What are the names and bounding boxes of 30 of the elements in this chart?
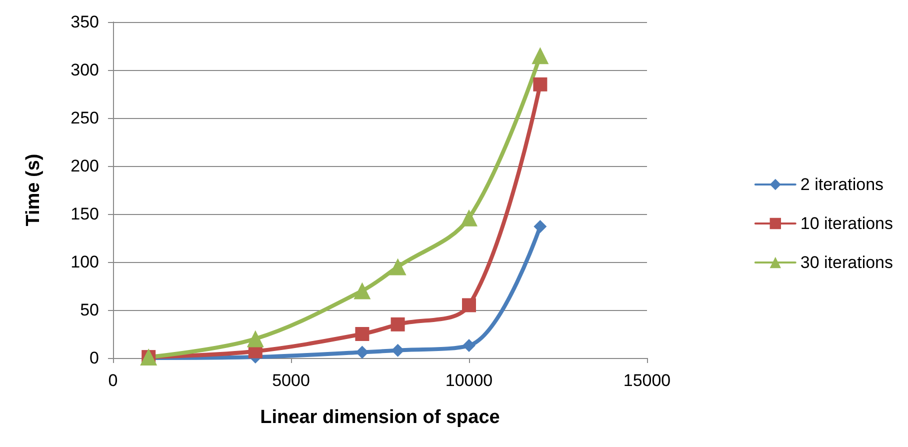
y-axis-title: Time (s) xyxy=(23,154,44,226)
y-tick-label: 150 xyxy=(70,204,99,224)
point xyxy=(533,77,548,92)
x-tick-label: 10000 xyxy=(445,371,493,390)
y-tick-label: 100 xyxy=(70,252,99,272)
y-tick-label: 250 xyxy=(70,108,99,128)
point xyxy=(462,298,476,312)
point xyxy=(462,339,476,352)
point xyxy=(356,346,369,359)
x-axis-title: Linear dimension of space xyxy=(260,407,500,428)
x-tick-label: 15000 xyxy=(623,371,671,390)
y-tick-label: 350 xyxy=(70,12,99,32)
point xyxy=(390,317,405,332)
point xyxy=(460,209,478,226)
point xyxy=(391,344,404,357)
y-tick-label: 50 xyxy=(80,300,99,320)
point xyxy=(246,330,264,348)
legend-label: 30 iterations xyxy=(800,253,894,272)
point xyxy=(532,47,549,64)
legend-label: 2 iterations xyxy=(800,175,884,194)
y-tick-label: 200 xyxy=(70,156,99,176)
point xyxy=(355,327,370,341)
point xyxy=(389,258,406,276)
point xyxy=(534,220,547,233)
legend-label: 10 iterations xyxy=(800,214,894,233)
x-tick-label: 0 xyxy=(108,371,118,390)
point xyxy=(354,282,371,300)
y-tick-label: 300 xyxy=(70,60,99,80)
x-tick-label: 5000 xyxy=(272,371,310,390)
y-tick-label: 0 xyxy=(90,348,99,368)
